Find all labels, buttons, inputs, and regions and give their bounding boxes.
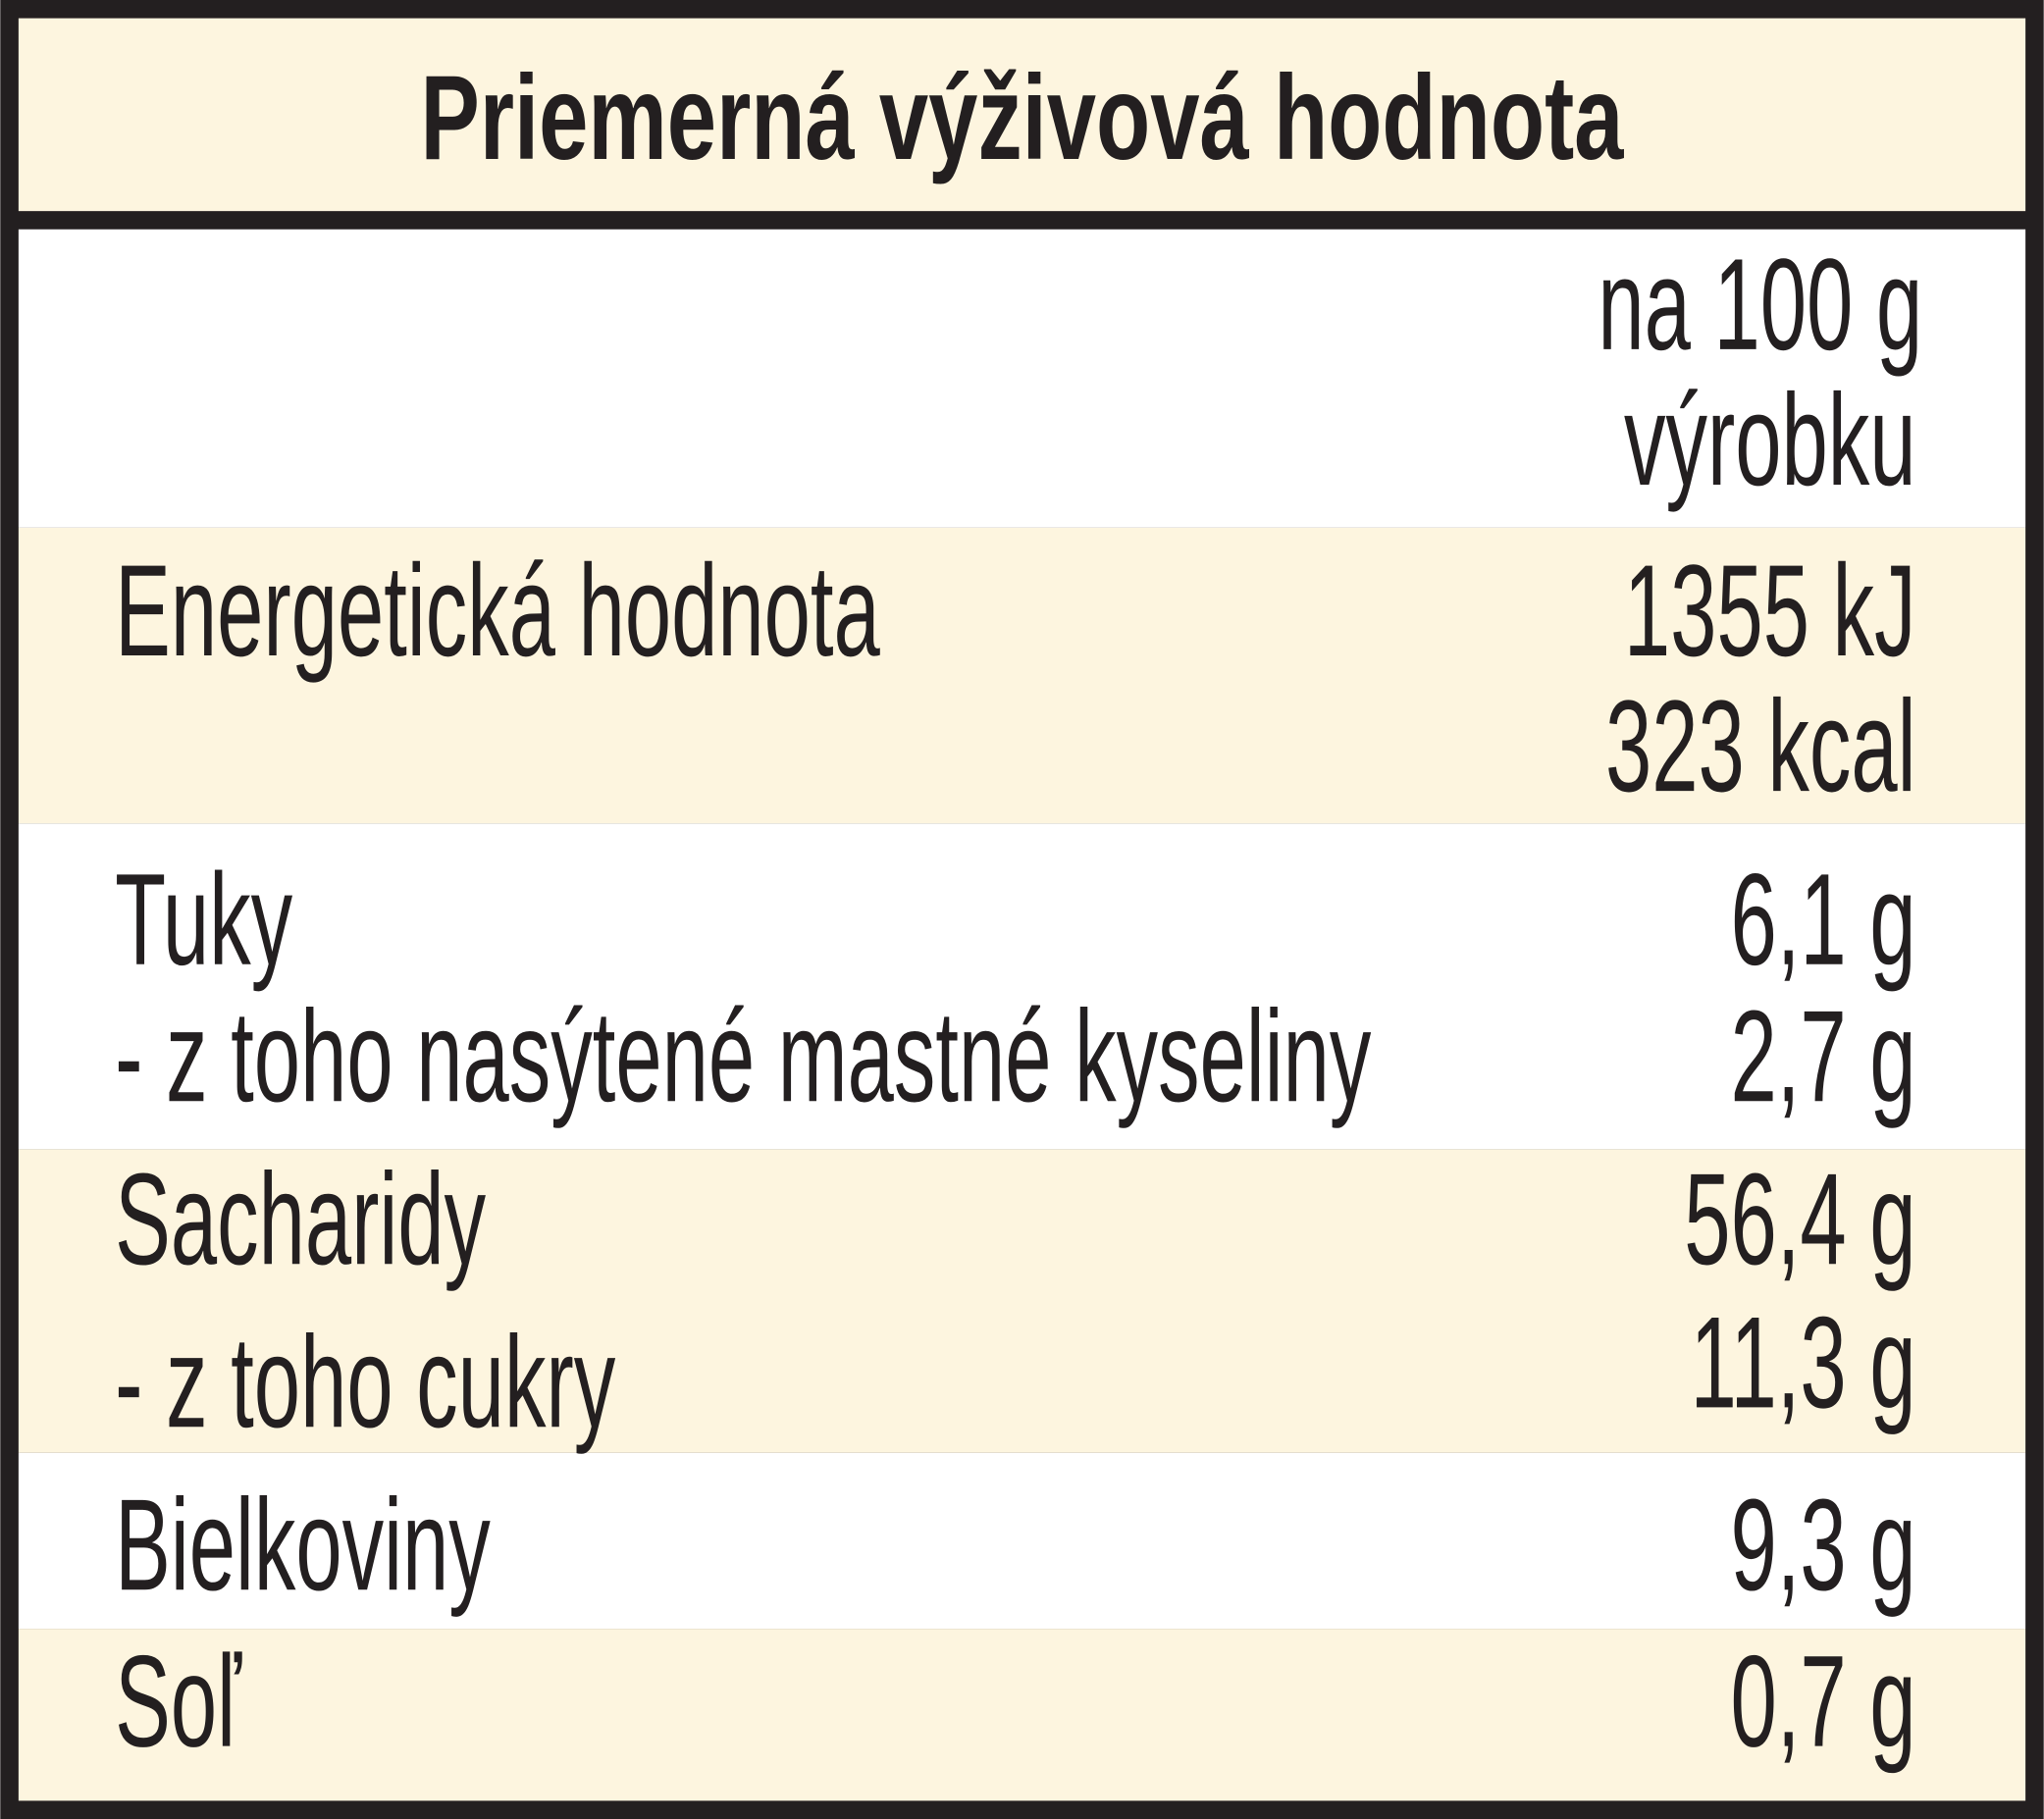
row-bg bbox=[18, 229, 2026, 528]
row-bg bbox=[18, 1452, 2026, 1630]
row-value: 56,4 g bbox=[1684, 1146, 1915, 1292]
row-value: 9,3 g bbox=[1731, 1472, 1916, 1618]
row-label: Tuky bbox=[115, 846, 292, 992]
row-value: 11,3 g bbox=[1691, 1289, 1916, 1435]
row-label: Energetická hodnota bbox=[115, 538, 880, 684]
row-bg bbox=[18, 527, 2026, 824]
row-bg bbox=[18, 1629, 2026, 1801]
row-value: 2,7 g bbox=[1731, 983, 1916, 1129]
row-value: 0,7 g bbox=[1731, 1628, 1916, 1774]
column-header: výrobku bbox=[1624, 367, 1916, 513]
row-value: 6,1 g bbox=[1731, 846, 1916, 992]
row-value: 323 kcal bbox=[1605, 673, 1916, 819]
row-label: Sacharidy bbox=[115, 1146, 486, 1292]
row-label: Bielkoviny bbox=[115, 1472, 491, 1618]
row-label: Soľ bbox=[115, 1628, 242, 1774]
row-label: - z toho nasýtené mastné kyseliny bbox=[115, 983, 1371, 1129]
row-value: 1355 kJ bbox=[1624, 538, 1916, 684]
header-bg bbox=[18, 18, 2026, 212]
row-bg bbox=[18, 823, 2026, 1150]
title: Priemerná výživová hodnota bbox=[421, 51, 1625, 184]
row-label: - z toho cukry bbox=[115, 1309, 615, 1455]
row-bg bbox=[18, 1149, 2026, 1453]
column-header: na 100 g bbox=[1598, 232, 1922, 378]
